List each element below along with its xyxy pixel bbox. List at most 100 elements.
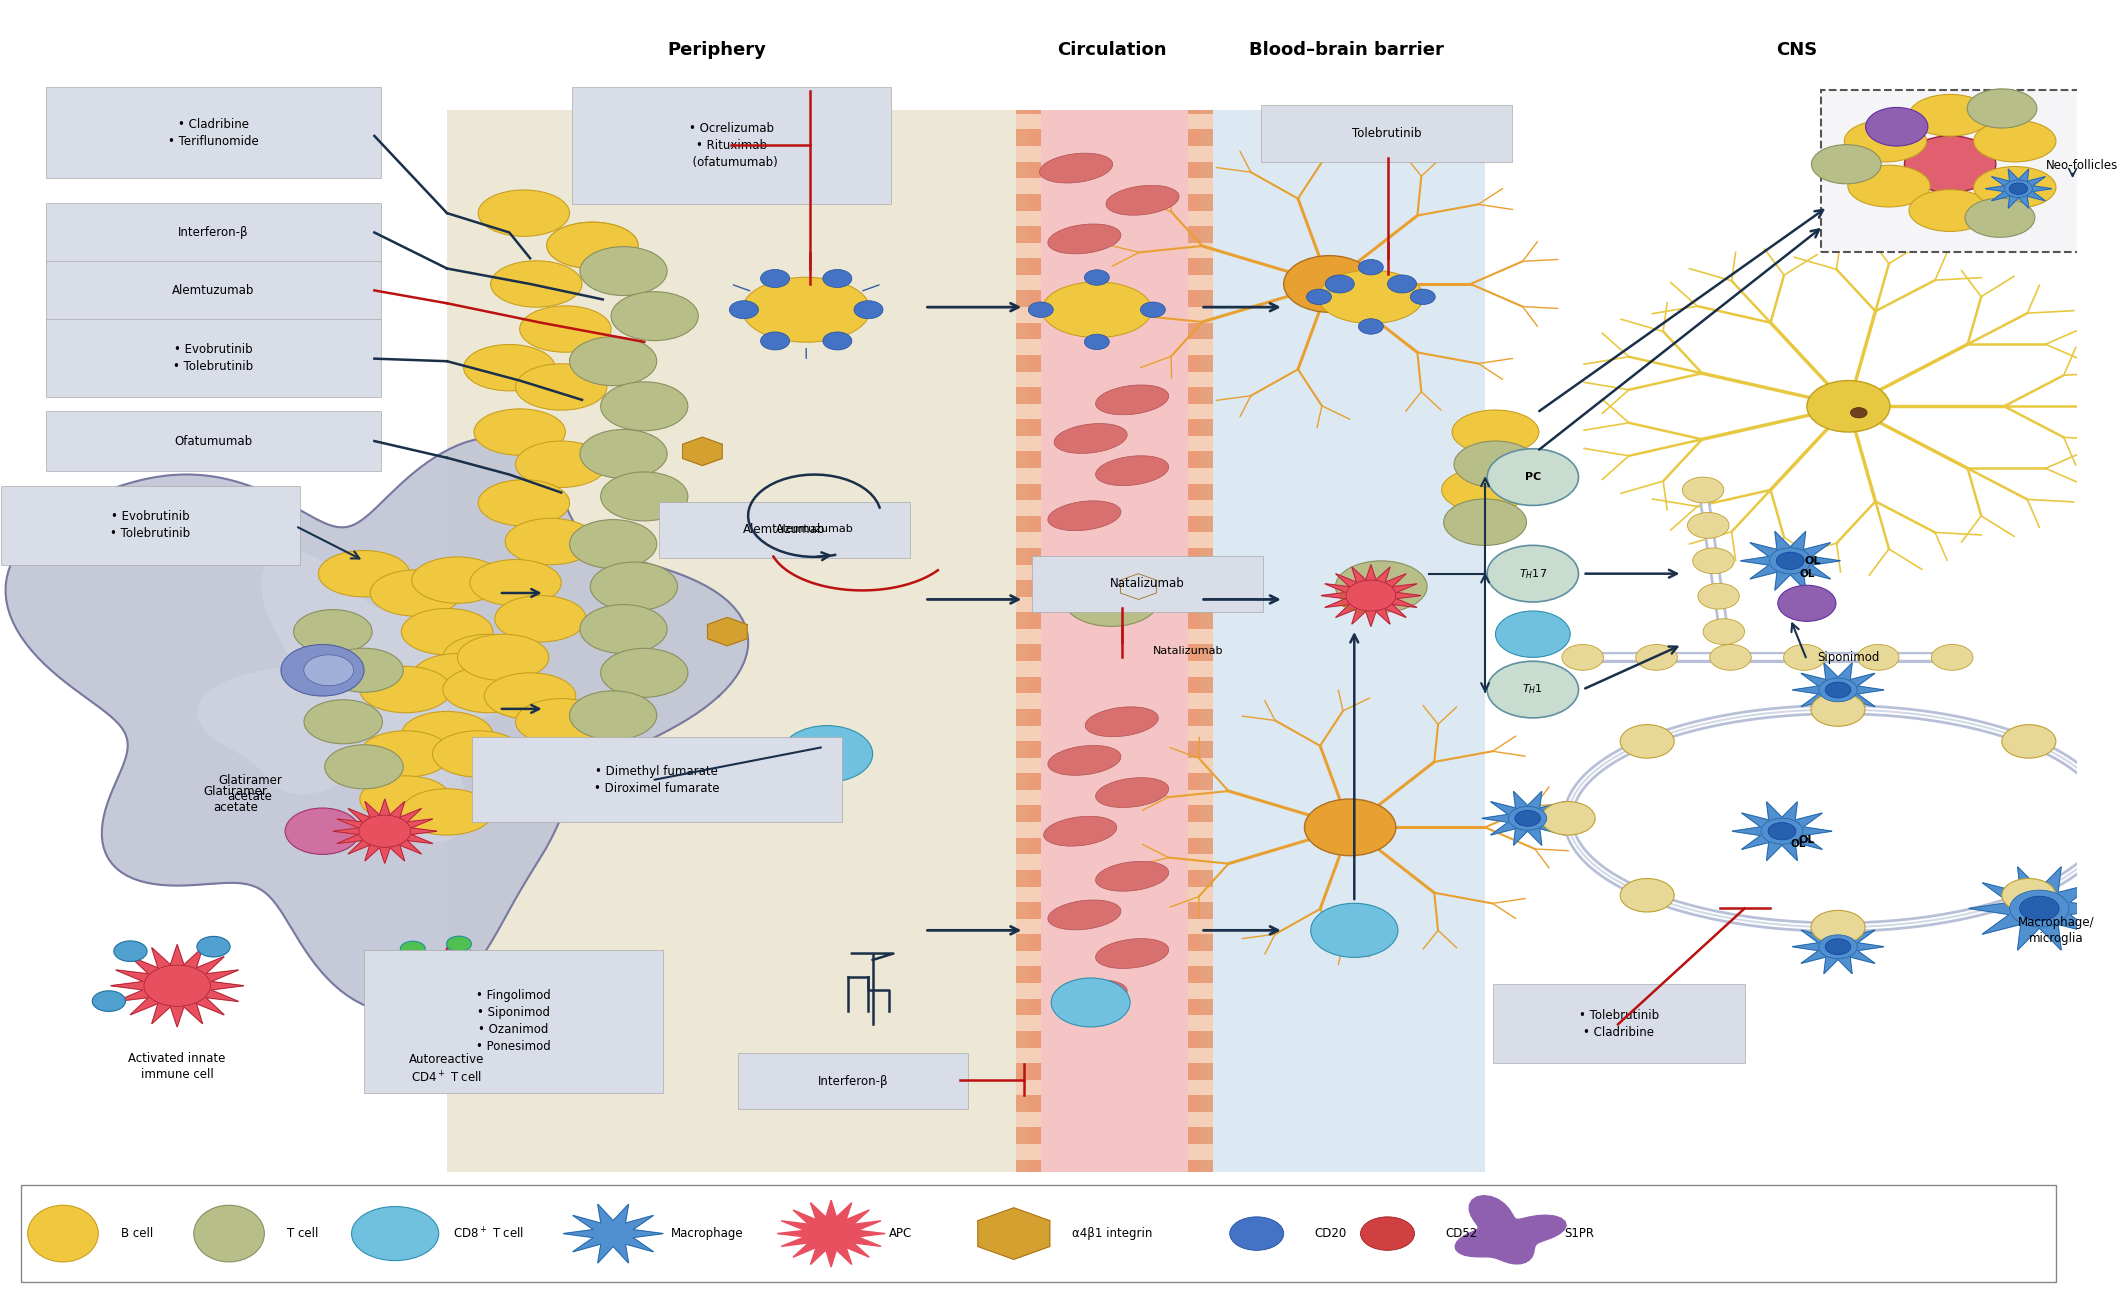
Text: Natalizumab: Natalizumab xyxy=(1154,646,1224,656)
Ellipse shape xyxy=(1096,861,1169,891)
Ellipse shape xyxy=(1054,980,1126,1009)
Circle shape xyxy=(1866,107,1927,146)
Polygon shape xyxy=(1740,531,1840,590)
Text: B cell: B cell xyxy=(121,1227,153,1240)
Circle shape xyxy=(115,941,147,962)
Circle shape xyxy=(446,936,472,951)
Circle shape xyxy=(1305,799,1396,856)
Ellipse shape xyxy=(491,260,582,307)
Circle shape xyxy=(729,300,759,318)
Polygon shape xyxy=(1791,920,1883,973)
Bar xyxy=(1016,210,1041,226)
Text: Autoreactive
CD4$^+$ T cell: Autoreactive CD4$^+$ T cell xyxy=(410,1053,484,1085)
Bar xyxy=(1201,110,1485,1173)
Bar xyxy=(1188,500,1213,516)
Text: Siponimod: Siponimod xyxy=(1817,651,1881,664)
Circle shape xyxy=(2004,180,2032,197)
Circle shape xyxy=(782,726,873,782)
Ellipse shape xyxy=(601,472,689,521)
Ellipse shape xyxy=(442,666,533,713)
Bar xyxy=(1188,210,1213,226)
Ellipse shape xyxy=(1096,777,1169,807)
Text: Activated innate
immune cell: Activated innate immune cell xyxy=(128,1052,225,1081)
Circle shape xyxy=(1810,910,1866,944)
Ellipse shape xyxy=(570,336,657,385)
Ellipse shape xyxy=(325,648,404,692)
Ellipse shape xyxy=(546,222,638,268)
Text: • Evobrutinib
• Tolebrutinib: • Evobrutinib • Tolebrutinib xyxy=(110,510,191,540)
Text: Glatiramer
acetate: Glatiramer acetate xyxy=(219,775,283,803)
Circle shape xyxy=(1562,644,1604,670)
Polygon shape xyxy=(1985,169,2051,209)
Bar xyxy=(1188,1048,1213,1063)
FancyBboxPatch shape xyxy=(47,318,380,397)
Bar xyxy=(1016,726,1041,741)
Circle shape xyxy=(351,1207,438,1261)
Bar xyxy=(1188,693,1213,709)
Bar xyxy=(1188,1145,1213,1160)
Polygon shape xyxy=(978,1208,1050,1259)
Bar xyxy=(1016,436,1041,451)
Bar xyxy=(1016,790,1041,806)
Circle shape xyxy=(1702,619,1745,644)
Circle shape xyxy=(1052,978,1130,1027)
Bar xyxy=(1188,1080,1213,1096)
Circle shape xyxy=(1488,661,1579,718)
Text: • Tolebrutinib
• Cladribine: • Tolebrutinib • Cladribine xyxy=(1579,1009,1660,1039)
Bar xyxy=(1016,1016,1041,1031)
Ellipse shape xyxy=(1048,224,1122,254)
Bar xyxy=(1016,500,1041,516)
FancyBboxPatch shape xyxy=(47,260,380,320)
Ellipse shape xyxy=(1974,166,2057,209)
Bar xyxy=(1188,113,1213,129)
Text: Macrophage/
microglia: Macrophage/ microglia xyxy=(2017,916,2095,945)
Ellipse shape xyxy=(1966,199,2036,237)
Bar xyxy=(1188,1016,1213,1031)
Text: Ofatumumab: Ofatumumab xyxy=(174,434,253,447)
Polygon shape xyxy=(1343,586,1379,612)
Text: Circulation: Circulation xyxy=(1056,41,1167,58)
Circle shape xyxy=(1084,334,1109,349)
Circle shape xyxy=(1307,289,1332,304)
Ellipse shape xyxy=(1086,706,1158,737)
Ellipse shape xyxy=(359,731,450,777)
Ellipse shape xyxy=(1849,165,1930,208)
Bar xyxy=(1016,1048,1041,1063)
Bar xyxy=(1016,693,1041,709)
FancyBboxPatch shape xyxy=(47,202,380,262)
Circle shape xyxy=(1028,302,1054,317)
Ellipse shape xyxy=(506,518,597,565)
Circle shape xyxy=(1388,275,1417,293)
Text: $T_H$1: $T_H$1 xyxy=(1522,683,1543,696)
Text: Periphery: Periphery xyxy=(667,41,767,58)
Polygon shape xyxy=(110,945,244,1027)
Polygon shape xyxy=(1968,866,2110,950)
Ellipse shape xyxy=(1318,271,1424,324)
Ellipse shape xyxy=(742,277,869,342)
Ellipse shape xyxy=(478,189,570,236)
Bar xyxy=(1016,565,1041,580)
Bar xyxy=(1016,468,1041,483)
Ellipse shape xyxy=(1096,385,1169,415)
Ellipse shape xyxy=(293,610,372,654)
Ellipse shape xyxy=(1048,501,1122,531)
Ellipse shape xyxy=(1441,468,1528,512)
Bar xyxy=(1016,822,1041,838)
Bar xyxy=(1016,984,1041,999)
Ellipse shape xyxy=(546,222,638,268)
Ellipse shape xyxy=(612,291,699,340)
Ellipse shape xyxy=(1043,816,1118,846)
Polygon shape xyxy=(2104,791,2125,846)
Text: OL: OL xyxy=(1804,556,1821,566)
Bar xyxy=(1016,629,1041,644)
Circle shape xyxy=(2080,802,2125,835)
Ellipse shape xyxy=(1844,120,1927,162)
Circle shape xyxy=(1509,807,1547,830)
Ellipse shape xyxy=(402,789,493,835)
Text: APC: APC xyxy=(888,1227,912,1240)
FancyBboxPatch shape xyxy=(1494,985,1745,1063)
Ellipse shape xyxy=(470,559,561,606)
Bar xyxy=(1188,597,1213,612)
Circle shape xyxy=(1358,318,1383,334)
Bar xyxy=(1016,371,1041,387)
